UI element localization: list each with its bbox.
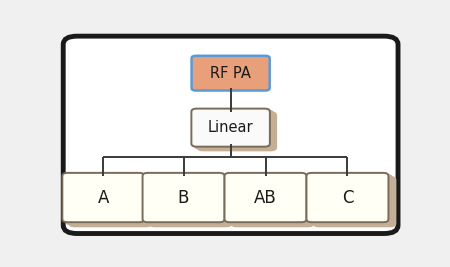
Text: C: C — [342, 189, 353, 207]
FancyBboxPatch shape — [146, 175, 228, 224]
FancyBboxPatch shape — [228, 175, 310, 224]
FancyBboxPatch shape — [192, 56, 270, 91]
FancyBboxPatch shape — [63, 36, 398, 234]
FancyBboxPatch shape — [143, 173, 225, 222]
FancyBboxPatch shape — [306, 173, 388, 222]
FancyBboxPatch shape — [194, 111, 273, 148]
Text: A: A — [98, 189, 109, 207]
FancyBboxPatch shape — [191, 109, 270, 147]
FancyBboxPatch shape — [231, 177, 314, 226]
FancyBboxPatch shape — [149, 177, 231, 226]
FancyBboxPatch shape — [225, 173, 306, 222]
FancyBboxPatch shape — [314, 177, 396, 226]
Text: Linear: Linear — [208, 120, 253, 135]
Text: RF PA: RF PA — [210, 66, 251, 81]
FancyBboxPatch shape — [63, 173, 144, 222]
Text: AB: AB — [254, 189, 277, 207]
FancyBboxPatch shape — [66, 175, 148, 224]
FancyBboxPatch shape — [310, 175, 392, 224]
Text: B: B — [178, 189, 189, 207]
FancyBboxPatch shape — [198, 112, 276, 150]
FancyBboxPatch shape — [69, 177, 151, 226]
